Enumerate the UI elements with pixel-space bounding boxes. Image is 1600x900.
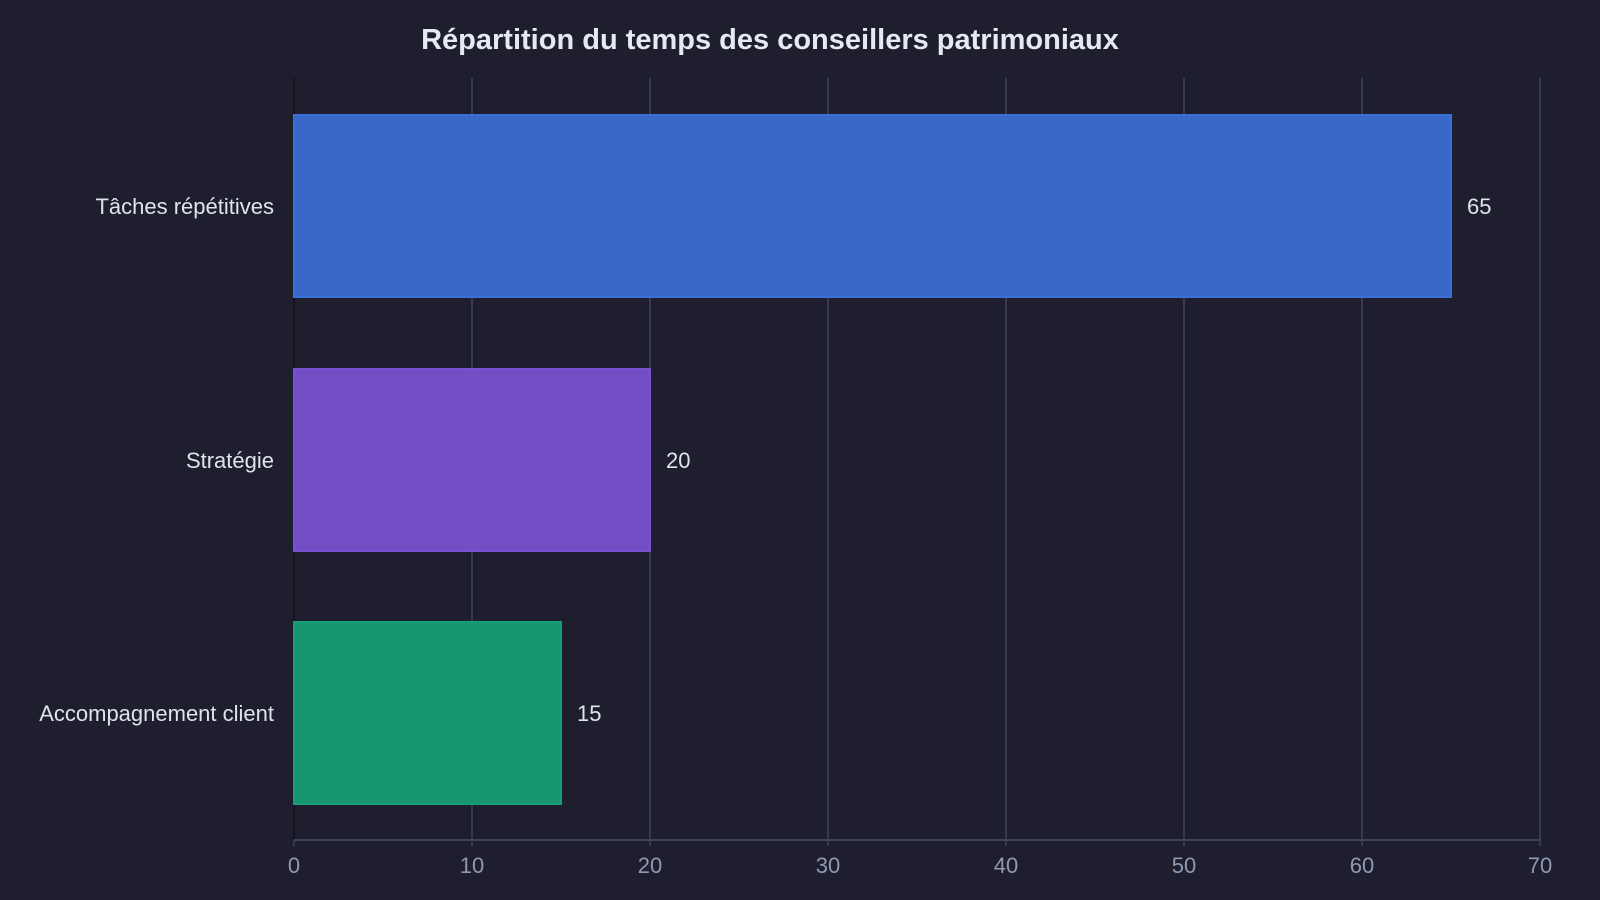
bar bbox=[293, 368, 651, 552]
chart-title: Répartition du temps des conseillers pat… bbox=[421, 24, 1119, 56]
x-axis: 0 10 20 30 40 50 60 70 bbox=[288, 839, 1552, 878]
x-tick-label: 0 bbox=[288, 853, 300, 878]
bars bbox=[293, 114, 1452, 805]
value-label: 15 bbox=[577, 701, 601, 726]
category-label: Tâches répétitives bbox=[95, 194, 274, 219]
category-labels: Tâches répétitives 65 Stratégie 20 Accompagn… bbox=[39, 194, 1491, 726]
value-label: 20 bbox=[666, 448, 690, 473]
x-tick-label: 40 bbox=[994, 853, 1018, 878]
category-label: Accompagnement client bbox=[39, 701, 274, 726]
category-label: Stratégie bbox=[186, 448, 274, 473]
x-tick-label: 70 bbox=[1528, 853, 1552, 878]
bar bbox=[293, 114, 1452, 298]
x-tick-label: 20 bbox=[638, 853, 662, 878]
x-tick-label: 60 bbox=[1350, 853, 1374, 878]
x-tick-label: 10 bbox=[460, 853, 484, 878]
value-label: 65 bbox=[1467, 194, 1491, 219]
x-tick-label: 50 bbox=[1172, 853, 1196, 878]
bar bbox=[293, 621, 562, 805]
x-tick-label: 30 bbox=[816, 853, 840, 878]
